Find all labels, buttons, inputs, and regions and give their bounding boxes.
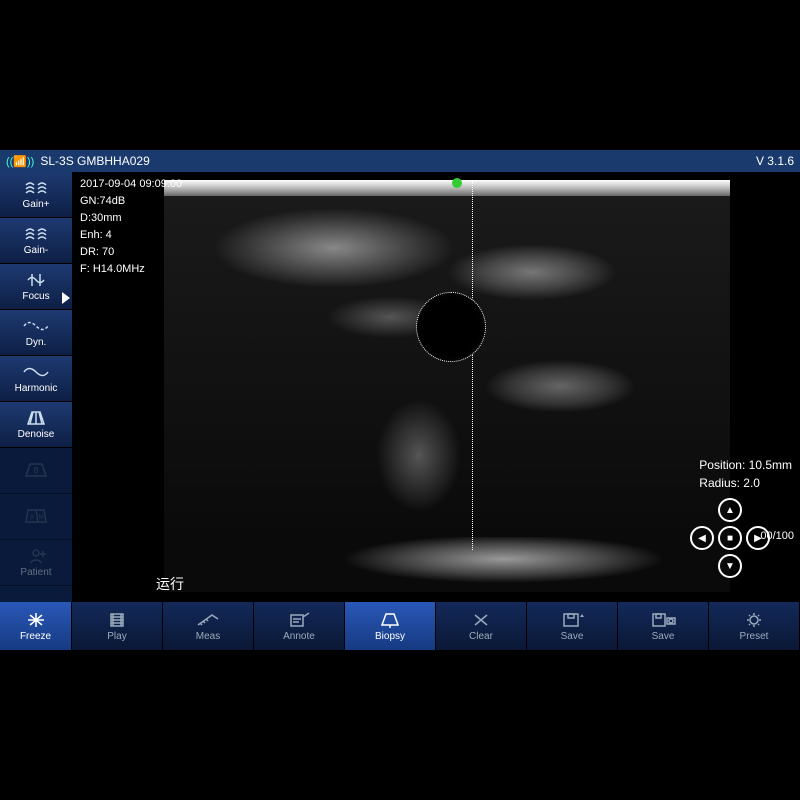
b-icon: B — [22, 461, 50, 479]
save2-button[interactable]: Save — [618, 602, 709, 650]
gain-readout: GN:74dB — [80, 193, 182, 210]
note-icon — [285, 611, 313, 629]
disk-icon — [558, 611, 586, 629]
ruler-icon — [194, 611, 222, 629]
tool-patient[interactable]: Patient — [0, 540, 72, 586]
dpad-left[interactable]: ◀ — [690, 526, 714, 550]
bottom-toolbar: FreezePlayMeasAnnoteBiopsyClearSaveSaveP… — [0, 602, 800, 650]
version-label: V 3.1.6 — [756, 154, 794, 168]
dpad-up[interactable]: ▲ — [718, 498, 742, 522]
annote-button[interactable]: Annote — [254, 602, 345, 650]
biopsy-button[interactable]: Biopsy — [345, 602, 436, 650]
timestamp: 2017-09-04 09:09:00 — [80, 176, 182, 193]
x-icon — [467, 611, 495, 629]
radius-value: Radius: 2.0 — [699, 474, 792, 492]
transducer-band — [164, 180, 730, 196]
diskcam-icon — [649, 611, 677, 629]
dpad-down[interactable]: ▼ — [718, 554, 742, 578]
film-icon — [103, 611, 131, 629]
biopsy-guideline — [472, 180, 473, 550]
tool-denoise[interactable]: Denoise — [0, 402, 72, 448]
tool-dyn[interactable]: Dyn. — [0, 310, 72, 356]
tool-bmmode[interactable]: BM — [0, 494, 72, 540]
ultrasound-tissue-far — [164, 537, 730, 592]
save1-button[interactable]: Save — [527, 602, 618, 650]
waves-icon — [22, 179, 50, 197]
wifi-icon: ((📶)) — [6, 155, 34, 168]
waves-icon — [22, 225, 50, 243]
target-roi[interactable] — [416, 292, 486, 362]
dynrange-readout: DR: 70 — [80, 244, 182, 261]
fan-icon — [22, 409, 50, 427]
orientation-marker — [452, 178, 462, 188]
snow-icon — [22, 611, 50, 629]
run-status: 运行 — [156, 574, 184, 594]
title-bar: ((📶)) SL-3S GMBHHA029 V 3.1.6 — [0, 150, 800, 172]
person-icon — [22, 547, 50, 565]
enhance-readout: Enh: 4 — [80, 227, 182, 244]
tool-harmonic[interactable]: Harmonic — [0, 356, 72, 402]
meas-button[interactable]: Meas — [163, 602, 254, 650]
preset-button[interactable]: Preset — [709, 602, 800, 650]
scan-params-overlay: 2017-09-04 09:09:00 GN:74dB D:30mm Enh: … — [80, 176, 182, 278]
gear-icon — [740, 611, 768, 629]
frame-counter: 00/100 — [760, 530, 794, 542]
dpad-center[interactable]: ■ — [718, 526, 742, 550]
tool-bmode[interactable]: B — [0, 448, 72, 494]
clear-button[interactable]: Clear — [436, 602, 527, 650]
measurement-readout: Position: 10.5mm Radius: 2.0 — [699, 456, 792, 492]
svg-text:B: B — [30, 515, 34, 521]
ultrasound-tissue — [164, 196, 730, 542]
svg-text:B: B — [33, 466, 38, 475]
freeze-button[interactable]: Freeze — [0, 602, 72, 650]
bm-icon: BM — [22, 507, 50, 525]
tool-gain-minus[interactable]: Gain- — [0, 218, 72, 264]
svg-text:M: M — [39, 515, 44, 521]
tool-gain-plus[interactable]: Gain+ — [0, 172, 72, 218]
focus-icon — [22, 271, 50, 289]
frequency-readout: F: H14.0MHz — [80, 261, 182, 278]
probe-icon — [376, 611, 404, 629]
position-value: Position: 10.5mm — [699, 456, 792, 474]
sine-dash-icon — [22, 317, 50, 335]
play-button[interactable]: Play — [72, 602, 163, 650]
sine-icon — [22, 363, 50, 381]
device-id: SL-3S GMBHHA029 — [40, 154, 149, 168]
focus-marker — [62, 292, 70, 304]
left-toolbar: Gain+Gain-FocusDyn.HarmonicDenoiseBBMPat… — [0, 172, 72, 602]
ultrasound-view: 2017-09-04 09:09:00 GN:74dB D:30mm Enh: … — [72, 172, 800, 602]
depth-readout: D:30mm — [80, 210, 182, 227]
